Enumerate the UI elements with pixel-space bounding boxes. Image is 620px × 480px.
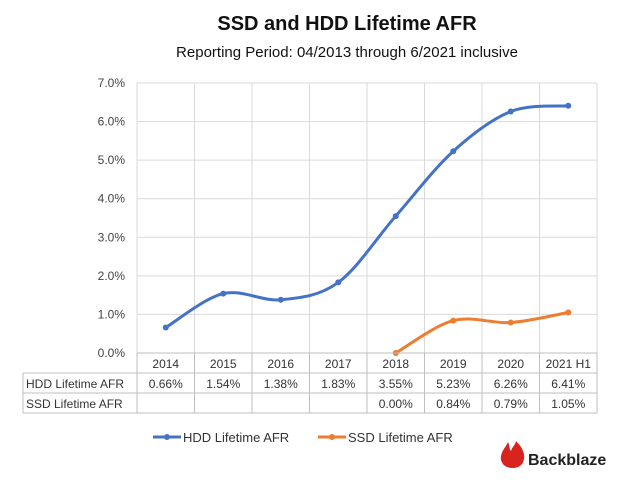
- y-tick-label: 3.0%: [98, 230, 126, 244]
- data-label: 1.05%: [551, 397, 585, 411]
- gridlines: [136, 82, 598, 354]
- y-tick-label: 7.0%: [98, 76, 126, 90]
- x-tick-label: 2021 H1: [546, 357, 592, 371]
- x-tick-label: 2016: [267, 357, 294, 371]
- y-tick-label: 4.0%: [98, 192, 126, 206]
- data-point: [507, 108, 514, 115]
- data-label: 5.23%: [436, 377, 470, 391]
- y-tick-label: 1.0%: [98, 307, 126, 321]
- legend-label: SSD Lifetime AFR: [348, 430, 453, 445]
- data-point: [162, 324, 169, 331]
- y-tick-label: 6.0%: [98, 115, 126, 129]
- data-label: 0.79%: [494, 397, 528, 411]
- y-axis-ticks: 0.0% 1.0% 2.0% 3.0% 4.0% 5.0% 6.0% 7.0%: [98, 76, 126, 360]
- series-line-ssd: [394, 311, 570, 355]
- y-tick-label: 0.0%: [98, 346, 126, 360]
- flame-icon: [500, 441, 525, 468]
- data-point: [220, 290, 227, 297]
- data-point: [565, 309, 572, 316]
- data-label: 3.55%: [379, 377, 413, 391]
- data-point: [450, 317, 457, 324]
- data-label: 0.66%: [149, 377, 183, 391]
- series-line-hdd: [164, 104, 570, 330]
- x-tick-label: 2014: [152, 357, 179, 371]
- data-point: [507, 319, 514, 326]
- x-tick-label: 2018: [382, 357, 409, 371]
- legend-marker: [329, 434, 335, 440]
- plot-area: [162, 102, 572, 356]
- data-label: 6.26%: [494, 377, 528, 391]
- legend-marker: [164, 434, 170, 440]
- x-tick-label: 2015: [210, 357, 237, 371]
- data-point: [277, 296, 284, 303]
- table-row-header: HDD Lifetime AFR: [26, 377, 124, 391]
- data-label: 0.00%: [379, 397, 413, 411]
- x-tick-label: 2020: [497, 357, 524, 371]
- y-tick-label: 5.0%: [98, 153, 126, 167]
- y-tick-label: 2.0%: [98, 269, 126, 283]
- data-label: 1.38%: [264, 377, 298, 391]
- x-tick-label: 2017: [325, 357, 352, 371]
- chart-subtitle: Reporting Period: 04/2013 through 6/2021…: [176, 44, 518, 61]
- chart-title: SSD and HDD Lifetime AFR: [217, 13, 477, 35]
- data-point: [450, 148, 457, 155]
- legend-label: HDD Lifetime AFR: [183, 430, 289, 445]
- brand-logo: Backblaze: [500, 441, 606, 469]
- data-label: 1.54%: [206, 377, 240, 391]
- data-point: [565, 102, 572, 109]
- data-point: [392, 213, 399, 220]
- data-label: 6.41%: [551, 377, 585, 391]
- x-tick-label: 2019: [440, 357, 467, 371]
- data-table: 2014 2015 2016 2017 2018 2019 2020 2021 H1 HDD L…: [22, 352, 598, 414]
- data-point: [335, 279, 342, 286]
- data-label: 0.84%: [436, 397, 470, 411]
- brand-name: Backblaze: [528, 452, 606, 469]
- data-label: 1.83%: [321, 377, 355, 391]
- table-row-header: SSD Lifetime AFR: [26, 397, 123, 411]
- legend: HDD Lifetime AFR SSD Lifetime AFR: [153, 430, 453, 445]
